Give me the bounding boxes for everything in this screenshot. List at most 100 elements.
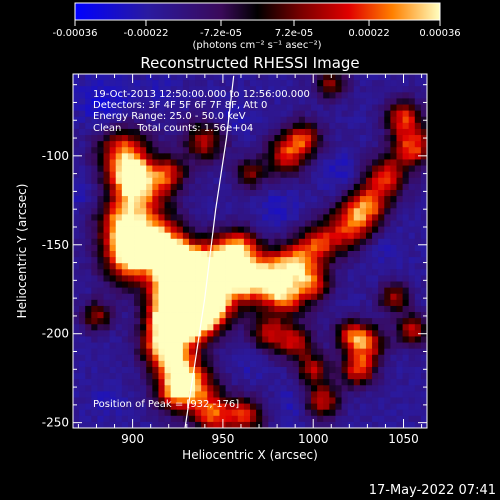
heatmap-cell	[176, 220, 184, 227]
heatmap-cell	[329, 80, 336, 87]
heatmap-cell	[268, 74, 275, 81]
heatmap-cell	[243, 141, 251, 148]
heatmap-cell	[164, 116, 172, 124]
heatmap-cell	[73, 98, 80, 105]
heatmap-cell	[317, 80, 324, 87]
heatmap-cell	[396, 116, 403, 124]
heatmap-cell	[304, 403, 312, 411]
heatmap-cell	[85, 257, 92, 264]
heatmap-cell	[323, 336, 330, 343]
heatmap-cell	[341, 244, 349, 252]
heatmap-cell	[158, 421, 165, 428]
heatmap-cell	[311, 385, 318, 392]
heatmap-cell	[219, 385, 226, 392]
heatmap-cell	[298, 366, 306, 374]
heatmap-cell	[115, 318, 123, 325]
heatmap-cell	[188, 183, 196, 191]
heatmap-cell	[372, 98, 379, 105]
heatmap-cell	[219, 116, 226, 124]
heatmap-cell	[164, 342, 172, 350]
heatmap-cell	[304, 135, 312, 142]
heatmap-cell	[372, 196, 379, 203]
heatmap-cell	[335, 354, 342, 362]
heatmap-cell	[176, 159, 184, 166]
heatmap-cell	[237, 98, 245, 105]
heatmap-cell	[201, 165, 208, 173]
heatmap-cell	[365, 171, 373, 179]
heatmap-cell	[317, 165, 324, 173]
heatmap-cell	[329, 171, 336, 179]
heatmap-cell	[396, 366, 403, 374]
heatmap-cell	[109, 220, 117, 227]
heatmap-cell	[219, 98, 226, 105]
heatmap-cell	[250, 299, 257, 307]
heatmap-cell	[164, 409, 172, 417]
heatmap-cell	[250, 336, 257, 343]
heatmap-cell	[91, 171, 98, 179]
heatmap-cell	[134, 208, 141, 215]
heatmap-cell	[158, 397, 165, 404]
heatmap-cell	[127, 299, 135, 307]
heatmap-cell	[97, 208, 104, 215]
heatmap-cell	[213, 360, 220, 368]
heatmap-cell	[378, 287, 385, 295]
heatmap-cell	[280, 263, 288, 270]
heatmap-cell	[213, 226, 220, 234]
heatmap-cell	[353, 135, 361, 142]
heatmap-cell	[225, 238, 233, 246]
heatmap-cell	[237, 153, 245, 160]
heatmap-cell	[225, 379, 233, 386]
heatmap-cell	[286, 379, 294, 386]
heatmap-cell	[359, 98, 367, 105]
heatmap-cell	[170, 251, 178, 258]
heatmap-cell	[158, 98, 165, 105]
heatmap-cell	[323, 196, 330, 203]
heatmap-cell	[213, 373, 220, 380]
heatmap-cell	[292, 373, 300, 380]
heatmap-cell	[420, 238, 427, 246]
heatmap-cell	[414, 98, 422, 105]
heatmap-cell	[195, 415, 202, 423]
heatmap-cell	[420, 403, 427, 411]
heatmap-cell	[256, 269, 263, 276]
heatmap-cell	[237, 232, 245, 240]
heatmap-cell	[182, 232, 190, 240]
heatmap-cell	[390, 318, 397, 325]
heatmap-cell	[323, 80, 330, 87]
heatmap-cell	[298, 385, 306, 392]
heatmap-cell	[304, 305, 312, 313]
heatmap-cell	[372, 165, 379, 173]
heatmap-cell	[91, 153, 98, 160]
heatmap-cell	[243, 391, 251, 398]
heatmap-cell	[97, 360, 104, 368]
heatmap-cell	[372, 74, 379, 81]
heatmap-cell	[85, 122, 92, 130]
heatmap-cell	[97, 391, 104, 398]
heatmap-cell	[231, 244, 239, 252]
heatmap-cell	[256, 360, 263, 368]
heatmap-cell	[103, 208, 111, 215]
heatmap-cell	[372, 281, 379, 289]
heatmap-cell	[365, 147, 373, 154]
heatmap-cell	[256, 354, 263, 362]
heatmap-cell	[298, 74, 306, 81]
heatmap-cell	[213, 269, 220, 276]
heatmap-cell	[323, 232, 330, 240]
heatmap-cell	[408, 98, 416, 105]
heatmap-cell	[134, 196, 141, 203]
heatmap-cell	[121, 318, 129, 325]
heatmap-cell	[298, 391, 306, 398]
heatmap-cell	[237, 330, 245, 337]
heatmap-cell	[134, 360, 141, 368]
heatmap-cell	[152, 391, 159, 398]
heatmap-cell	[243, 135, 251, 142]
heatmap-cell	[402, 86, 410, 93]
heatmap-cell	[408, 153, 416, 160]
heatmap-cell	[317, 196, 324, 203]
heatmap-cell	[359, 177, 367, 185]
heatmap-cell	[115, 251, 123, 258]
heatmap-cell	[146, 287, 153, 295]
heatmap-cell	[243, 171, 251, 179]
heatmap-cell	[298, 226, 306, 234]
heatmap-cell	[396, 110, 403, 118]
